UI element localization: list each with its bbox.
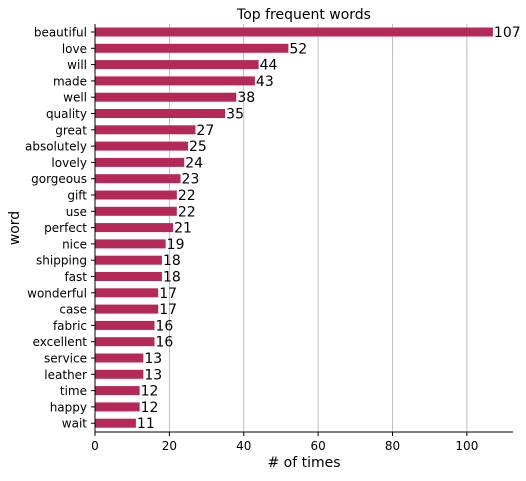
y-tick-label: absolutely (25, 140, 87, 154)
x-tick-labels: 0 20 40 60 80 100 (91, 432, 478, 453)
data-label: 16 (156, 335, 174, 351)
x-tick-label: 40 (236, 439, 251, 453)
y-tick-label: happy (50, 400, 87, 414)
x-tick-label: 60 (310, 439, 325, 453)
x-tick-label: 80 (385, 439, 400, 453)
data-label: 11 (137, 416, 155, 432)
x-tick-label: 0 (91, 439, 99, 453)
bar (95, 190, 177, 200)
data-labels: 1075244433835272524232222211918181717161… (137, 25, 521, 432)
y-tick-label: use (66, 205, 87, 219)
y-tick-label: will (67, 58, 87, 72)
y-tick-label: shipping (36, 254, 87, 268)
y-tick-label: leather (44, 368, 87, 382)
bar (95, 43, 289, 53)
y-tick-label: lovely (51, 156, 87, 170)
bar (95, 76, 255, 86)
y-tick-label: excellent (33, 335, 88, 349)
y-tick-label: well (63, 91, 87, 105)
data-label: 17 (159, 286, 177, 302)
data-label: 16 (156, 318, 174, 334)
data-label: 12 (141, 384, 159, 400)
bar (95, 353, 144, 363)
y-tick-label: wait (62, 417, 88, 431)
bar (95, 255, 162, 265)
y-tick-label: nice (62, 237, 87, 251)
y-tick-label: made (53, 74, 87, 88)
y-tick-label: great (55, 123, 87, 137)
data-label: 24 (185, 155, 203, 171)
y-tick-label: time (60, 384, 87, 398)
bar (95, 304, 159, 314)
bar (95, 125, 196, 135)
data-label: 107 (494, 25, 521, 41)
data-label: 17 (159, 302, 177, 318)
y-tick-label: fast (64, 270, 87, 284)
y-tick-label: love (62, 42, 87, 56)
x-axis-label: # of times (267, 455, 340, 471)
data-label: 43 (256, 74, 274, 90)
bar (95, 239, 166, 249)
y-tick-label: fabric (53, 319, 87, 333)
data-label: 44 (260, 58, 278, 74)
grid-lines (168, 24, 468, 432)
y-tick-label: beautiful (34, 26, 87, 40)
bar (95, 109, 226, 118)
bar (95, 272, 162, 281)
y-tick-label: perfect (44, 221, 87, 235)
data-label: 35 (226, 107, 244, 123)
bar (95, 320, 155, 330)
bar (95, 157, 185, 167)
bar (95, 206, 177, 216)
data-label: 18 (163, 253, 181, 269)
y-tick-labels: beautiful love will made well quality great abs… (25, 26, 95, 431)
data-label: 23 (182, 172, 200, 188)
y-tick-label: wonderful (27, 286, 87, 300)
bar (95, 402, 140, 412)
bar (95, 418, 136, 428)
bar (95, 27, 493, 37)
y-tick-label: gift (67, 189, 87, 203)
y-tick-label: case (59, 303, 87, 317)
y-axis-label: word (7, 211, 23, 245)
data-label: 18 (163, 270, 181, 286)
data-label: 21 (174, 221, 192, 237)
data-label: 19 (167, 237, 185, 253)
y-tick-label: gorgeous (31, 172, 87, 186)
data-label: 13 (144, 351, 162, 367)
y-tick-label: service (44, 352, 87, 366)
data-label: 38 (237, 90, 255, 106)
bar (95, 369, 144, 379)
data-label: 13 (144, 367, 162, 383)
data-label: 52 (289, 41, 307, 57)
bar (95, 60, 259, 70)
x-tick-label: 20 (162, 439, 177, 453)
bar (95, 386, 140, 396)
data-label: 22 (178, 204, 196, 220)
bar (95, 92, 237, 102)
data-label: 25 (189, 139, 207, 155)
data-label: 22 (178, 188, 196, 204)
data-label: 27 (196, 123, 214, 139)
y-tick-label: quality (46, 107, 87, 121)
data-label: 12 (141, 400, 159, 416)
bar (95, 174, 181, 184)
bar (95, 288, 159, 298)
bar (95, 337, 155, 347)
bar (95, 223, 174, 233)
chart-title: Top frequent words (236, 7, 371, 23)
x-tick-label: 100 (455, 439, 478, 453)
bars (95, 27, 493, 428)
bar (95, 141, 188, 151)
